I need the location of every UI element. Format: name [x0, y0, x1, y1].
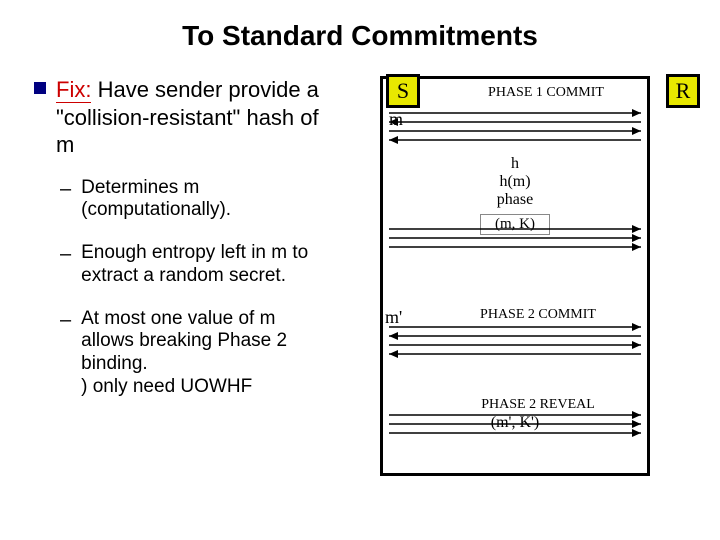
slide-title: To Standard Commitments — [28, 20, 692, 52]
mprime-label: m' — [385, 307, 402, 328]
phase2-reveal-label: PHASE 2 REVEAL — [443, 397, 633, 413]
main-bullet: Fix: Have sender provide a "collision-re… — [34, 76, 328, 159]
sender-node: S — [386, 74, 420, 108]
diagram-column: S R PHASE 1 COMMIT m h h(m) phase (m, K)… — [340, 76, 692, 506]
receiver-node: R — [666, 74, 700, 108]
square-bullet-icon — [34, 82, 46, 94]
hm-label: h(m) — [383, 173, 647, 191]
fix-label: Fix: — [56, 77, 91, 103]
sub-text-3: At most one value of m allows breaking P… — [81, 308, 328, 399]
protocol-box: PHASE 1 COMMIT m h h(m) phase (m, K) m' … — [380, 76, 650, 476]
phase-word: phase — [383, 191, 647, 209]
sub-bullet: – Determines m (computationally). — [60, 177, 328, 223]
mk-box: (m, K) — [480, 214, 550, 235]
text-column: Fix: Have sender provide a "collision-re… — [28, 76, 328, 506]
m-label: m — [389, 109, 403, 130]
main-remainder: Have sender provide a "collision-resista… — [56, 77, 319, 157]
dash-icon: – — [60, 242, 71, 266]
phase2-label: PHASE 2 COMMIT — [443, 307, 633, 323]
phase1-label: PHASE 1 COMMIT — [461, 85, 631, 101]
content-row: Fix: Have sender provide a "collision-re… — [28, 76, 692, 506]
dash-icon: – — [60, 308, 71, 332]
sub-bullet: – At most one value of m allows breaking… — [60, 308, 328, 399]
main-bullet-text: Fix: Have sender provide a "collision-re… — [56, 76, 328, 159]
h-label: h — [383, 155, 647, 173]
sub-text-1: Determines m (computationally). — [81, 177, 328, 223]
sub-bullet: – Enough entropy left in m to extract a … — [60, 242, 328, 288]
sub-text-2: Enough entropy left in m to extract a ra… — [81, 242, 328, 288]
dash-icon: – — [60, 177, 71, 201]
mk2-label: (m', K') — [383, 414, 647, 432]
